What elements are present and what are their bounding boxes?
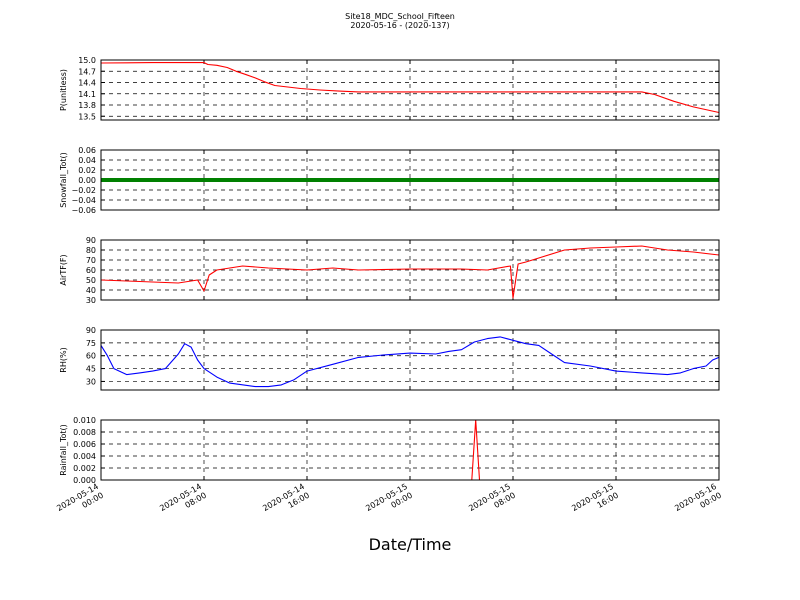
panel-2: 0.060.040.020.00−0.02−0.04−0.06Snowfall_… (59, 146, 720, 215)
y-axis-label: Rainfall_Tot() (59, 424, 68, 476)
ytick-label: 60 (86, 266, 96, 275)
ytick-label: 50 (86, 276, 96, 285)
plot-frame (100, 149, 720, 211)
plot-frame (100, 59, 720, 121)
ytick-label: 70 (86, 256, 96, 265)
ytick-label: 13.5 (78, 112, 96, 121)
ytick-label: 0.02 (78, 166, 96, 175)
xtick-label: 2020-05-1508:00 (467, 482, 517, 522)
ytick-label: 30 (86, 377, 96, 386)
ytick-label: 14.4 (78, 79, 96, 88)
ytick-label: 75 (86, 339, 96, 348)
ytick-label: 0.008 (73, 428, 96, 437)
x-axis-ticks: 2020-05-1400:00 2020-05-1408:00 2020-05-14… (55, 482, 723, 522)
chart-title: Site18_MDC_School_Fifteen (345, 12, 455, 21)
ytick-label: 40 (86, 286, 96, 295)
ytick-label: 45 (86, 365, 96, 374)
series-line (100, 62, 720, 114)
plot-frame (100, 239, 720, 301)
series-line (100, 245, 720, 299)
chart-subtitle: 2020-05-16 - (2020-137) (350, 21, 449, 30)
series-line (100, 336, 720, 388)
y-axis-label: P(unitless) (59, 69, 68, 111)
panel-4: 90 75 60 45 30 RH(%) (59, 326, 720, 391)
ytick-label: −0.06 (71, 206, 96, 215)
ytick-label: 0.06 (78, 146, 96, 155)
xtick-label: 2020-05-1516:00 (570, 482, 620, 522)
ytick-label: 0.006 (73, 440, 96, 449)
ytick-label: 90 (86, 236, 96, 245)
ytick-label: 0.04 (78, 156, 96, 165)
ytick-label: 13.8 (78, 101, 96, 110)
ytick-label: 14.1 (78, 90, 96, 99)
y-axis-label: Snowfall_Tot() (59, 152, 68, 208)
ytick-label: 80 (86, 246, 96, 255)
ytick-label: −0.04 (71, 196, 96, 205)
y-axis-label: RH(%) (59, 347, 68, 372)
xtick-label: 2020-05-1600:00 (673, 482, 723, 522)
y-axis-label: AirTF(F) (59, 254, 68, 285)
plot-frame (100, 419, 720, 481)
xtick-label: 2020-05-1416:00 (261, 482, 311, 522)
panel-5: 0.010 0.008 0.006 0.004 0.002 0.000 Rainfall_T… (59, 416, 720, 485)
ytick-label: 60 (86, 352, 96, 361)
ytick-label: 15.0 (78, 56, 96, 65)
chart-panels: 15.014.714.414.113.813.5P(unitless)0.060… (59, 56, 720, 485)
ytick-label: 0.000 (73, 476, 96, 485)
ytick-label: 30 (86, 296, 96, 305)
plot-frame (100, 329, 720, 391)
ytick-label: 0.004 (73, 452, 96, 461)
xtick-label: 2020-05-1500:00 (364, 482, 414, 522)
ytick-label: 14.7 (78, 67, 96, 76)
ytick-label: 0.002 (73, 464, 96, 473)
x-axis-label: Date/Time (369, 535, 452, 554)
ytick-label: −0.02 (71, 186, 96, 195)
ytick-label: 0.010 (73, 416, 96, 425)
ytick-label: 90 (86, 326, 96, 335)
xtick-label: 2020-05-1400:00 (55, 482, 105, 522)
panel-1: 15.0 14.7 14.4 14.1 13.8 13.5 P(unitless) (59, 56, 720, 121)
xtick-label: 2020-05-1408:00 (158, 482, 208, 522)
ytick-label: 0.00 (78, 176, 96, 185)
